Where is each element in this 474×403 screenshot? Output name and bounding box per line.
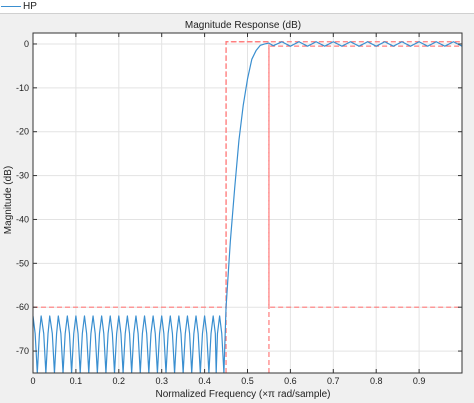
series-hp-line (33, 41, 462, 373)
x-tick-label: 0.2 (113, 376, 126, 386)
y-tick-label: -30 (16, 171, 29, 181)
chart-title: Magnitude Response (dB) (185, 20, 301, 31)
legend-label: HP (23, 1, 37, 12)
spec-mask-lower (268, 45, 462, 373)
x-tick-label: 0.8 (370, 376, 383, 386)
spec-mask-stopband (33, 41, 462, 308)
legend-line-icon (1, 6, 21, 7)
y-tick-label: 0 (24, 39, 29, 49)
x-tick-label: 0.9 (413, 376, 426, 386)
y-tick-label: -60 (16, 302, 29, 312)
x-tick-label: 0.5 (241, 376, 254, 386)
spec-mask-upper (225, 41, 462, 373)
y-tick-label: -40 (16, 214, 29, 224)
x-axis-label: Normalized Frequency (×π rad/sample) (155, 389, 330, 400)
y-tick-label: -50 (16, 258, 29, 268)
x-tick-label: 0.6 (284, 376, 297, 386)
x-tick-label: 0.7 (327, 376, 340, 386)
x-tick-label: 0.3 (155, 376, 168, 386)
y-tick-label: -20 (16, 127, 29, 137)
y-tick-label: -10 (16, 83, 29, 93)
legend-bar: HP (0, 0, 474, 14)
y-tick-label: -70 (16, 346, 29, 356)
x-tick-label: 0 (30, 376, 35, 386)
x-tick-label: 0.1 (70, 376, 83, 386)
legend-item-hp[interactable]: HP (0, 0, 37, 13)
y-axis-label: Magnitude (dB) (3, 166, 14, 234)
x-tick-label: 0.4 (198, 376, 211, 386)
